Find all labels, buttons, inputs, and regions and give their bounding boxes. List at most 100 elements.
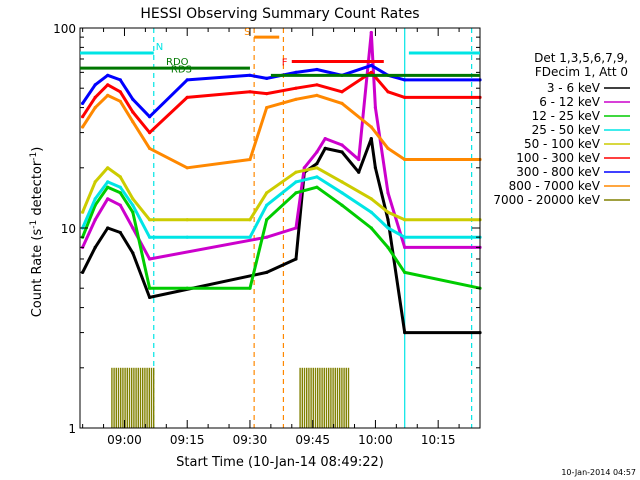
series-4-point-11 — [340, 180, 344, 184]
series-3-point-14 — [403, 235, 407, 239]
series-7-point-12 — [369, 125, 373, 129]
x-tick-label-5: 10:15 — [421, 433, 456, 447]
flag-f-label: F — [282, 58, 288, 69]
series-0-point-16 — [403, 331, 407, 335]
series-7 — [81, 93, 482, 170]
series-0-line — [81, 137, 480, 335]
x-tick-label-1: 09:15 — [170, 433, 205, 447]
series-2-point-12 — [369, 226, 373, 230]
legend-label-4: 50 - 100 keV — [524, 137, 601, 151]
series-4-point-6 — [185, 218, 189, 222]
series-2-point-14 — [403, 270, 407, 274]
flag-rds-label: RDS — [171, 64, 192, 75]
series-4-point-12 — [369, 197, 373, 201]
series-3-point-2 — [106, 180, 110, 184]
series-0-point-14 — [373, 166, 377, 170]
x-tick-label-4: 10:00 — [358, 433, 393, 447]
series-5-point-5 — [148, 131, 152, 135]
y-axis-label-part-2: detector — [30, 160, 45, 220]
legend-label-6: 300 - 800 keV — [516, 165, 600, 179]
chart-title: HESSI Observing Summary Count Rates — [140, 6, 419, 22]
series-1-point-15 — [386, 191, 390, 195]
series-2-point-8 — [265, 218, 269, 222]
series-1-point-8 — [302, 166, 306, 170]
series-2-point-13 — [386, 245, 390, 249]
y-axis-label: Count Rate (s-1 detector-1) — [29, 147, 45, 318]
series-3-point-10 — [315, 175, 319, 179]
series-0-point-5 — [148, 295, 152, 299]
series-4-point-13 — [386, 210, 390, 214]
x-tick-label-3: 09:45 — [295, 433, 330, 447]
series-7-point-8 — [265, 106, 269, 110]
series-3-point-9 — [294, 180, 298, 184]
series-1-point-16 — [403, 245, 407, 249]
legend-header-line-2: FDecim 1, Att 0 — [535, 65, 628, 79]
series-6-point-0 — [81, 101, 85, 105]
series-0-point-2 — [106, 226, 110, 230]
legend-label-2: 12 - 25 keV — [532, 109, 601, 123]
series-2-point-2 — [106, 185, 110, 189]
y-axis-label-part-3: ) — [30, 147, 45, 152]
series-1-point-6 — [265, 235, 269, 239]
series-6-point-5 — [148, 115, 152, 119]
series-7-point-13 — [386, 146, 390, 150]
legend-label-5: 100 - 300 keV — [516, 151, 600, 165]
series-7-point-5 — [148, 146, 152, 150]
series-7-point-14 — [403, 157, 407, 162]
legend-label-7: 800 - 7000 keV — [509, 179, 601, 193]
series-3-point-13 — [386, 226, 390, 230]
series-3-point-6 — [185, 235, 189, 239]
series-5-point-4 — [131, 110, 135, 114]
series-5-point-14 — [403, 95, 407, 99]
series-6-point-2 — [106, 73, 110, 77]
series-6-point-10 — [315, 67, 319, 72]
series-0-point-1 — [93, 245, 97, 249]
series-8 — [111, 367, 350, 428]
series-2-point-4 — [131, 210, 135, 214]
y-axis-label-part-1: Count Rate (s — [30, 229, 45, 318]
series-7-point-4 — [131, 120, 135, 124]
series-7-point-2 — [106, 93, 110, 97]
series-2-point-3 — [118, 191, 122, 195]
series-5-point-10 — [315, 83, 319, 87]
series-6-point-4 — [131, 97, 135, 101]
series-0-point-10 — [323, 146, 327, 150]
series-6-point-12 — [369, 63, 373, 67]
series-5-point-8 — [265, 92, 269, 96]
series-5-point-3 — [118, 90, 122, 94]
series-6-point-9 — [294, 70, 298, 74]
series-4-point-4 — [131, 197, 135, 201]
series-5-point-2 — [106, 83, 110, 87]
series-1-point-11 — [340, 143, 344, 147]
series-6-point-1 — [93, 83, 97, 87]
series-1-point-3 — [118, 203, 122, 207]
series-3-point-1 — [93, 197, 97, 201]
series-1-point-14 — [373, 106, 377, 110]
series-7-point-7 — [248, 157, 252, 162]
y-tick-label-2: 100 — [53, 22, 76, 36]
series-1-point-4 — [131, 226, 135, 230]
series-3-point-7 — [248, 235, 252, 239]
series-5-point-7 — [248, 90, 252, 94]
series-7-line — [81, 93, 480, 170]
series-3-point-3 — [118, 185, 122, 189]
series-4-point-2 — [106, 166, 110, 170]
series-3-point-5 — [148, 235, 152, 239]
series-0-point-9 — [315, 162, 319, 166]
series-1-point-9 — [315, 150, 319, 154]
series-0-point-4 — [131, 251, 135, 255]
series-6-point-3 — [118, 78, 122, 82]
series-2-point-6 — [185, 286, 189, 290]
series-1-point-10 — [323, 137, 327, 141]
x-tick-label-2: 09:30 — [233, 433, 268, 447]
series-5-point-6 — [185, 95, 189, 99]
legend-label-3: 25 - 50 keV — [532, 123, 601, 137]
series-5-point-13 — [386, 90, 390, 94]
series-3-line — [81, 175, 480, 239]
legend-header-line-1: Det 1,3,5,6,7,9, — [534, 51, 628, 65]
series-2-point-7 — [248, 286, 252, 290]
legend-label-1: 6 - 12 keV — [539, 95, 601, 109]
series-5-point-1 — [93, 95, 97, 99]
series-1-line — [81, 31, 480, 261]
